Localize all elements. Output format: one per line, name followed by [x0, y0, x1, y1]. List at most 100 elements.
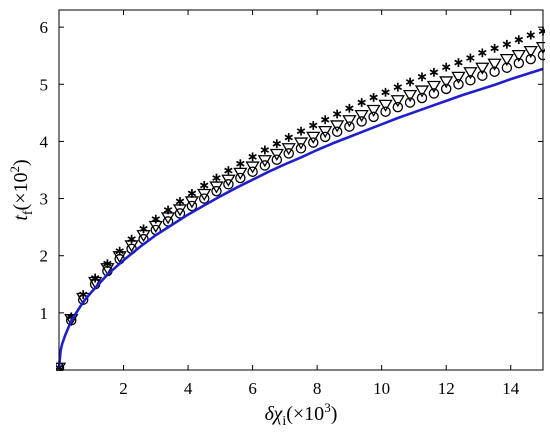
y-axis-label: tf(×102) — [7, 159, 36, 220]
data-point-triangle — [451, 71, 466, 84]
data-point-asterisk — [357, 98, 366, 107]
data-point-triangle — [426, 80, 442, 93]
data-point-circle — [331, 126, 343, 137]
data-point-asterisk — [526, 30, 535, 40]
data-point-asterisk — [454, 58, 463, 67]
data-point-circle — [428, 88, 440, 99]
data-point-asterisk — [417, 72, 427, 82]
x-tick-label: 8 — [313, 379, 322, 398]
data-point-asterisk — [115, 246, 124, 256]
data-point-triangle — [390, 95, 405, 108]
y-tick-label: 3 — [40, 190, 49, 209]
data-point-triangle — [511, 49, 526, 63]
data-point-circle — [259, 160, 271, 171]
data-point-circle — [319, 131, 331, 143]
data-point-circle — [477, 70, 488, 81]
series-triangle-down — [56, 41, 545, 371]
data-point-asterisk — [296, 126, 306, 136]
x-axis-label: δχi(×103) — [265, 400, 338, 429]
data-point-asterisk — [345, 103, 354, 113]
data-point-circle — [344, 121, 355, 132]
data-point-circle — [223, 179, 234, 190]
data-point-asterisk — [502, 39, 512, 49]
data-point-asterisk — [490, 43, 499, 53]
data-point-circle — [295, 143, 307, 154]
data-point-circle — [392, 101, 404, 113]
data-point-asterisk — [187, 189, 197, 198]
data-point-asterisk — [78, 290, 88, 299]
data-point-triangle — [306, 131, 321, 144]
data-point-asterisk — [127, 234, 136, 244]
data-point-asterisk — [381, 87, 390, 97]
data-point-asterisk — [163, 205, 173, 215]
data-point-triangle — [463, 67, 478, 80]
data-point-triangle — [499, 53, 514, 67]
data-point-triangle — [439, 76, 454, 89]
data-point-asterisk — [175, 197, 185, 206]
y-tick-label: 6 — [40, 18, 49, 37]
data-point-asterisk — [151, 214, 161, 224]
x-tick-label: 10 — [373, 379, 390, 398]
data-point-triangle — [487, 58, 502, 71]
plot-frame — [58, 9, 544, 371]
data-point-triangle — [402, 89, 418, 103]
data-point-asterisk — [429, 67, 439, 77]
data-point-triangle — [414, 85, 430, 98]
data-point-asterisk — [369, 93, 378, 102]
data-point-triangle — [293, 137, 309, 150]
series-line — [57, 67, 544, 368]
data-point-triangle — [245, 161, 260, 174]
data-point-circle — [440, 83, 452, 95]
data-point-circle — [174, 208, 186, 219]
data-point-triangle — [342, 115, 357, 128]
data-point-circle — [416, 92, 428, 104]
data-point-circle — [368, 111, 379, 123]
data-point-circle — [513, 57, 525, 69]
data-point-triangle — [523, 45, 538, 59]
y-tick-label: 4 — [40, 132, 49, 151]
x-tick-label: 2 — [119, 379, 128, 398]
data-point-triangle — [257, 155, 272, 168]
data-point-triangle — [354, 109, 369, 123]
data-point-circle — [489, 66, 500, 77]
data-point-asterisk — [103, 259, 112, 269]
x-tick-label: 14 — [502, 379, 520, 398]
data-point-circle — [235, 172, 246, 184]
data-point-circle — [247, 166, 258, 177]
data-point-circle — [198, 193, 210, 204]
x-tick-label: 4 — [184, 379, 193, 398]
data-point-asterisk — [212, 173, 221, 183]
data-point-circle — [271, 154, 283, 165]
data-point-asterisk — [514, 35, 524, 45]
data-point-circle — [501, 62, 513, 73]
data-point-asterisk — [405, 77, 415, 87]
data-point-asterisk — [332, 109, 342, 119]
data-point-circle — [453, 79, 464, 90]
data-point-asterisk — [248, 152, 257, 162]
series-line — [57, 67, 544, 368]
data-point-triangle — [378, 99, 393, 112]
data-point-circle — [465, 75, 476, 86]
data-point-asterisk — [320, 115, 330, 125]
data-point-circle — [211, 185, 222, 197]
data-point-triangle — [233, 167, 248, 180]
data-point-asterisk — [309, 121, 318, 130]
data-point-circle — [380, 106, 391, 117]
data-point-asterisk — [199, 181, 209, 190]
series-asterisk — [56, 26, 545, 371]
y-tick-label: 1 — [40, 304, 49, 323]
data-point-circle — [308, 137, 319, 148]
y-tick-label: 5 — [40, 75, 49, 94]
data-point-asterisk — [224, 166, 233, 175]
data-point-circle — [525, 53, 536, 65]
data-point-asterisk — [284, 133, 293, 142]
x-tick-label: 6 — [248, 379, 257, 398]
data-point-asterisk — [441, 62, 451, 72]
data-point-asterisk — [260, 145, 270, 155]
data-point-asterisk — [90, 273, 100, 283]
data-point-triangle — [330, 120, 345, 133]
data-point-triangle — [318, 125, 333, 139]
